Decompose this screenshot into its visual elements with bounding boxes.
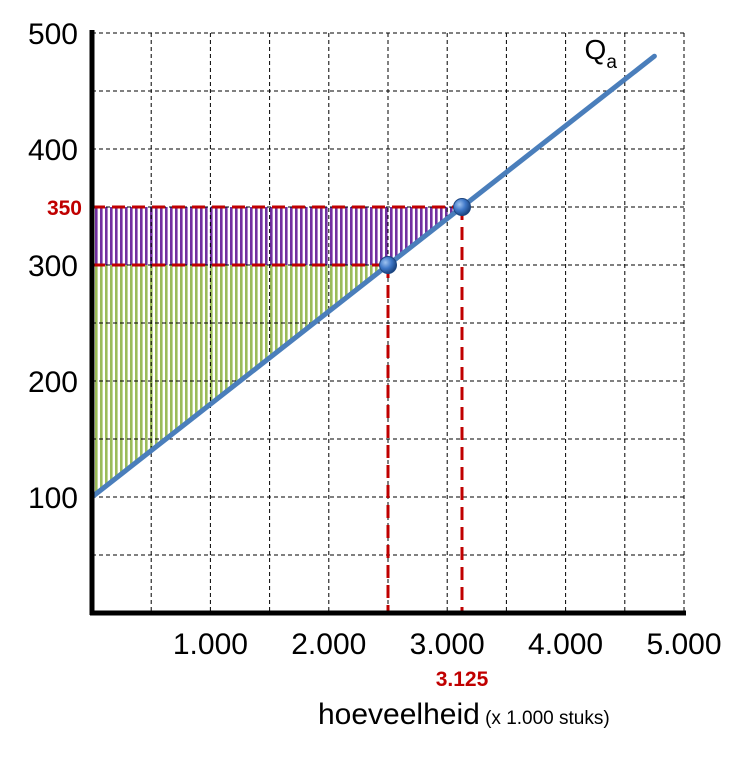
- x-tick-label: 2.000: [291, 628, 366, 661]
- series: [89, 53, 657, 500]
- data-point-2: [453, 198, 471, 216]
- x-axis-unit: (x 1.000 stuks): [480, 708, 610, 729]
- highlight-y-label: 350: [47, 197, 82, 220]
- y-tick-label: 500: [28, 18, 78, 51]
- series-label-subscript: a: [606, 52, 617, 73]
- x-axis-title: hoeveelheid: [318, 698, 480, 731]
- labels: 100 200 300 400 500 1.000 2.000 3.000 4.000 5.000…: [28, 18, 722, 731]
- series-label-main: Q: [585, 34, 607, 65]
- highlight-x-label: 3.125: [436, 668, 489, 691]
- supply-line: [89, 53, 657, 500]
- data-point-1: [379, 256, 397, 274]
- guide-lines: [92, 205, 464, 613]
- series-label: Qa: [585, 34, 618, 73]
- shaded-region-2: [92, 207, 462, 265]
- axes: [89, 30, 686, 616]
- x-tick-label: 4.000: [528, 628, 603, 661]
- y-tick-label: 100: [28, 482, 78, 515]
- y-tick-label: 300: [28, 250, 78, 283]
- x-axis-label: hoeveelheid (x 1.000 stuks): [318, 698, 610, 731]
- y-tick-label: 200: [28, 366, 78, 399]
- x-tick-label: 1.000: [173, 628, 248, 661]
- y-tick-label: 400: [28, 134, 78, 167]
- x-tick-label: 3.000: [410, 628, 485, 661]
- x-tick-label: 5.000: [646, 628, 721, 661]
